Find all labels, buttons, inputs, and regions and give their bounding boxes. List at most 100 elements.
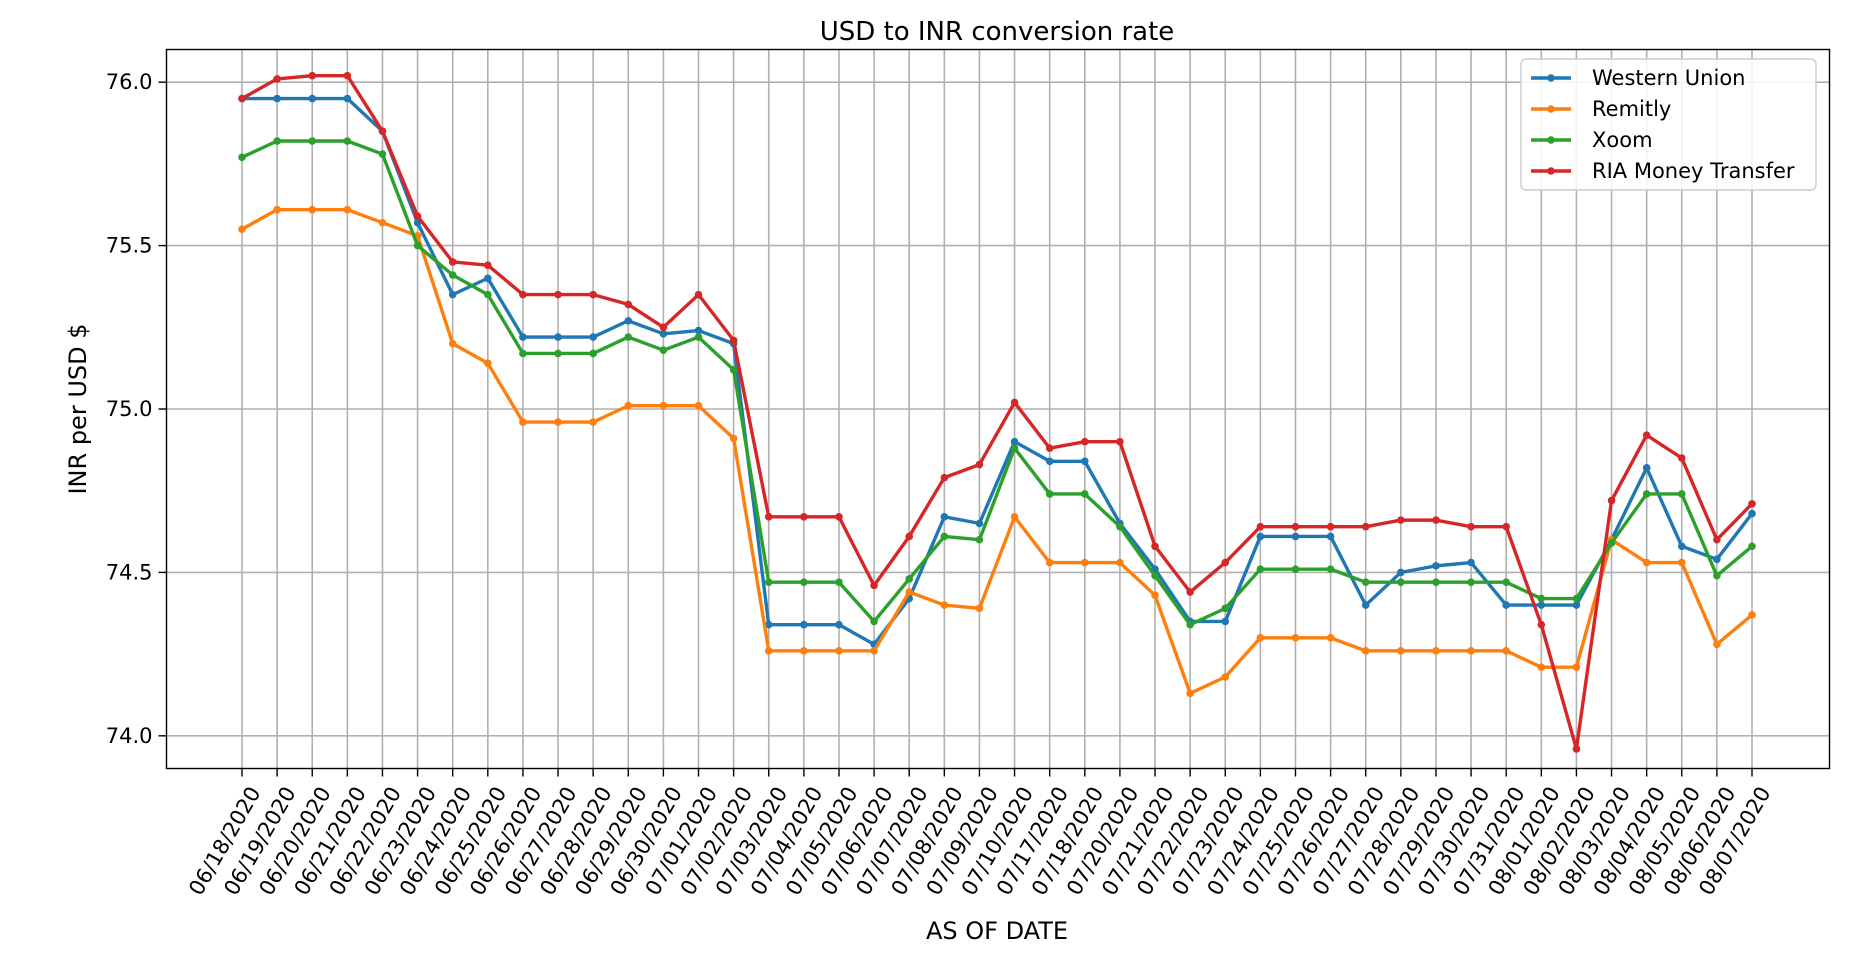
data-point [1677, 542, 1686, 551]
data-point [1572, 601, 1581, 609]
data-point [764, 647, 773, 655]
data-point [343, 71, 352, 80]
data-point [1256, 565, 1265, 573]
data-point [238, 94, 246, 103]
data-point [343, 205, 352, 214]
data-point [800, 647, 808, 655]
data-point [1151, 591, 1159, 600]
series-western-union [238, 94, 1756, 649]
data-point [905, 532, 914, 541]
data-point [975, 519, 984, 528]
data-point [624, 401, 633, 410]
data-point [1080, 437, 1089, 446]
data-point [1467, 578, 1475, 587]
data-point [1713, 640, 1721, 649]
data-point [1502, 522, 1510, 531]
y-axis-ticks: 74.0 74.5 75.0 75.5 76.0 [106, 70, 167, 748]
data-point [1502, 647, 1510, 655]
data-point [484, 359, 492, 368]
data-point [1256, 633, 1265, 642]
data-point [1010, 437, 1019, 446]
series-line [240, 96, 1754, 647]
data-point [1221, 673, 1230, 681]
data-point [1397, 578, 1405, 587]
data-point [1186, 689, 1194, 698]
data-point [975, 535, 984, 544]
data-point [940, 532, 949, 541]
data-point [589, 418, 597, 426]
data-point [343, 137, 352, 145]
data-point [659, 330, 668, 338]
data-point [1291, 633, 1300, 642]
data-point [764, 620, 773, 629]
data-point [835, 620, 843, 629]
series-line [240, 207, 1754, 696]
data-point [800, 620, 808, 629]
data-point [1291, 522, 1300, 531]
data-point [1748, 611, 1756, 619]
data-point [1151, 542, 1159, 551]
legend-swatch-marker [1547, 105, 1555, 113]
data-point [238, 153, 246, 162]
data-point [1361, 522, 1370, 531]
series-ria-money-transfer [238, 71, 1756, 753]
data-point [1467, 522, 1475, 531]
data-point [1361, 647, 1370, 655]
data-point [1326, 565, 1335, 573]
data-point [1432, 562, 1440, 570]
legend-label: RIA Money Transfer [1592, 159, 1795, 183]
data-point [870, 647, 878, 655]
data-point [800, 578, 808, 587]
series-layer [238, 71, 1756, 753]
data-point [448, 290, 457, 299]
data-point [694, 333, 703, 341]
data-point [975, 460, 984, 469]
data-point [1537, 620, 1546, 629]
data-point [519, 290, 527, 299]
y-tick-label: 75.5 [106, 234, 153, 258]
data-point [1432, 647, 1440, 655]
data-point [1361, 601, 1370, 609]
data-point [1221, 617, 1230, 626]
data-point [448, 339, 457, 348]
data-point [1151, 571, 1159, 580]
data-point [1677, 454, 1686, 462]
data-point [905, 588, 914, 596]
data-point [238, 225, 246, 234]
data-point [1467, 558, 1475, 567]
data-point [1642, 558, 1651, 567]
data-point [1045, 558, 1054, 567]
data-point [1080, 490, 1089, 498]
legend-label: Remitly [1592, 97, 1671, 121]
data-point [659, 323, 668, 332]
data-point [1397, 647, 1405, 655]
data-point [308, 71, 317, 80]
data-point [589, 333, 597, 341]
data-point [1642, 464, 1651, 472]
data-point [1537, 601, 1546, 609]
data-point [1432, 516, 1440, 524]
data-point [835, 647, 843, 655]
data-point [624, 316, 633, 325]
data-point [835, 513, 843, 521]
data-point [1326, 522, 1335, 531]
data-point [484, 261, 492, 270]
data-point [554, 349, 562, 358]
data-point [1537, 594, 1546, 603]
data-point [659, 346, 668, 354]
data-point [378, 218, 387, 227]
data-point [1572, 594, 1581, 603]
legend-label: Western Union [1592, 66, 1745, 90]
data-point [519, 418, 527, 426]
data-point [1186, 588, 1194, 596]
data-point [1045, 444, 1054, 453]
data-point [1397, 568, 1405, 577]
data-point [624, 333, 633, 341]
data-point [554, 333, 562, 341]
data-point [1748, 499, 1756, 508]
data-point [589, 290, 597, 299]
data-point [1291, 532, 1300, 541]
data-point [1713, 555, 1721, 564]
data-point [1116, 522, 1124, 531]
